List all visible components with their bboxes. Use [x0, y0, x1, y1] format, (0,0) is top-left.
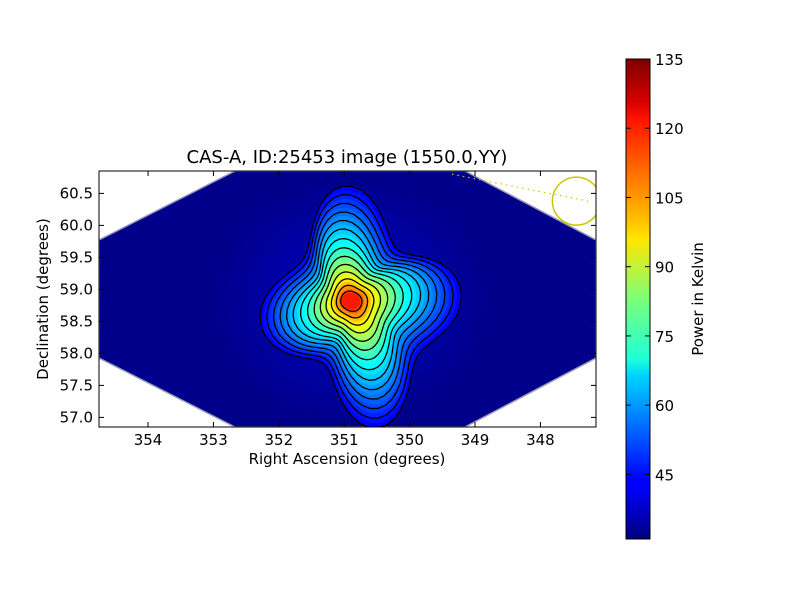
y-tick-label: 58.5 [60, 312, 93, 330]
contour-line [319, 263, 389, 342]
y-axis-title: Declination (degrees) [34, 218, 52, 380]
x-tick-label: 354 [134, 431, 163, 449]
y-tick-label: 59.0 [60, 280, 93, 298]
colorbar-tick-label: 60 [655, 397, 674, 415]
contour-line [300, 237, 413, 371]
plot-area [99, 171, 596, 427]
contour-line [313, 255, 396, 351]
beam-marker [451, 173, 596, 226]
contour-line [306, 247, 404, 361]
colorbar-tick-label: 45 [655, 466, 674, 484]
x-tick-label: 349 [461, 431, 490, 449]
colorbar-tick-label: 75 [655, 328, 674, 346]
y-tick-label: 60.5 [60, 184, 93, 202]
contour-line [325, 271, 382, 334]
y-tick-label: 58.0 [60, 344, 93, 362]
contour-line [259, 185, 463, 427]
colorbar-gradient [625, 58, 651, 540]
colorbar-label: Power in Kelvin [689, 242, 707, 356]
colorbar: 45 60 75 90 105 120 135 Power in Kelvin [625, 51, 707, 540]
beam-track [451, 173, 589, 202]
heat-level [341, 292, 361, 310]
contour-line [335, 284, 369, 319]
contour-line [330, 278, 375, 326]
y-tick-label: 59.5 [60, 248, 93, 266]
y-tick-label: 57.0 [60, 408, 93, 426]
contour-line [285, 219, 430, 391]
colorbar-tick-label: 120 [655, 120, 684, 138]
x-tick-label: 351 [330, 431, 359, 449]
contour-line [279, 211, 438, 400]
plot-frame [98, 170, 597, 428]
beam-circle [551, 176, 596, 226]
contour-lines [259, 185, 463, 427]
x-axis: 354 353 352 351 350 349 348 [134, 171, 555, 449]
x-tick-label: 353 [199, 431, 228, 449]
colorbar-tick-label: 135 [655, 51, 684, 69]
colorbar-ticks: 45 60 75 90 105 120 135 [626, 51, 684, 484]
contour-line [266, 194, 454, 419]
y-tick-label: 57.5 [60, 376, 93, 394]
x-tick-label: 348 [526, 431, 555, 449]
contour-line [292, 228, 422, 381]
contour-line [272, 202, 446, 410]
x-axis-title: Right Ascension (degrees) [249, 450, 446, 468]
y-tick-label: 60.0 [60, 216, 93, 234]
colorbar-tick-label: 105 [655, 189, 684, 207]
colorbar-tick-label: 90 [655, 259, 674, 277]
chart-title: CAS-A, ID:25453 image (1550.0,YY) [187, 147, 508, 168]
y-axis: 57.0 57.5 58.0 58.5 59.0 59.5 60.0 60.5 [60, 184, 596, 426]
contour-line [340, 290, 363, 312]
x-tick-label: 350 [395, 431, 424, 449]
x-tick-label: 352 [265, 431, 294, 449]
